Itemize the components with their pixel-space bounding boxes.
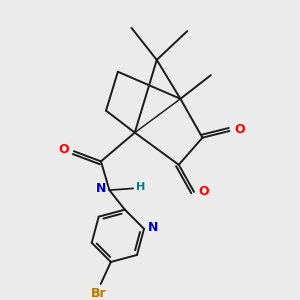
Text: O: O [234,123,244,136]
Text: Br: Br [91,286,107,300]
Text: O: O [59,143,70,156]
Text: H: H [136,182,146,192]
Text: O: O [198,185,209,198]
Text: N: N [148,220,158,234]
Text: N: N [96,182,106,195]
